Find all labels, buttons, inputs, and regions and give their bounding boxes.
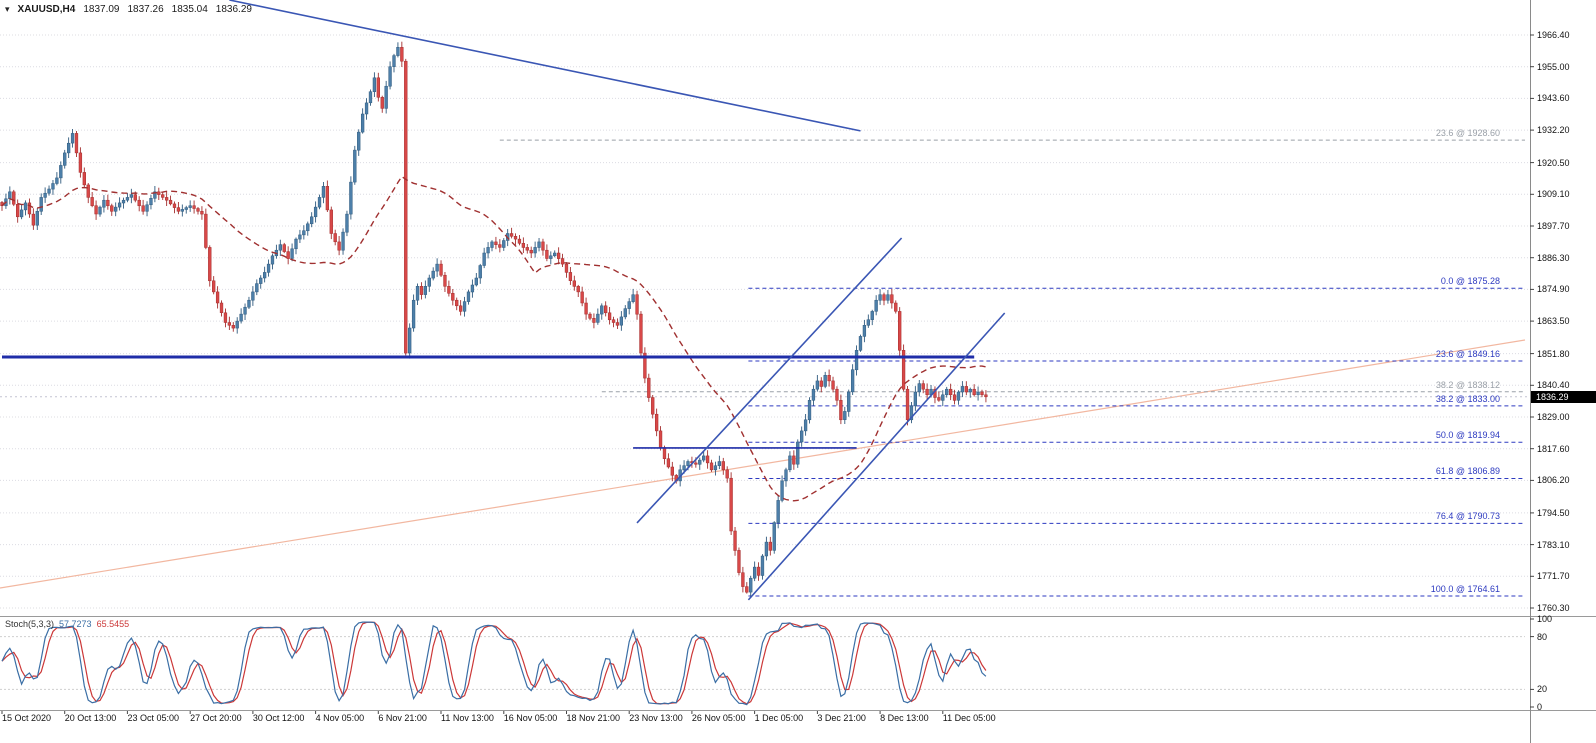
fib-level-label: 38.2 @ 1833.00: [1435, 393, 1500, 404]
time-tick-label: 16 Nov 05:00: [503, 713, 558, 723]
time-tick-label: 11 Nov 13:00: [441, 713, 494, 723]
time-tick-label: 11 Dec 05:00: [942, 713, 996, 723]
price-tick-label: 1886.30: [1537, 252, 1570, 263]
price-tick-label: 1840.40: [1537, 380, 1570, 391]
symbol-timeframe-label: XAUUSD,H4: [17, 4, 76, 15]
time-tick-label: 27 Oct 20:00: [190, 713, 242, 723]
stoch-axis-label: 20: [1537, 684, 1548, 695]
time-tick-label: 8 Dec 13:00: [880, 713, 929, 723]
price-tick-label: 1874.90: [1537, 284, 1570, 295]
price-tick-label: 1932.20: [1537, 125, 1570, 136]
price-tick-label: 1783.10: [1537, 539, 1570, 550]
price-tick-label: 1851.80: [1537, 348, 1570, 359]
price-tick-label: 1909.10: [1537, 189, 1570, 200]
price-tick-label: 1817.60: [1537, 443, 1570, 454]
fib-level-label: 100.0 @ 1764.61: [1430, 584, 1500, 594]
time-tick-label: 23 Nov 13:00: [629, 713, 683, 723]
ohlc-close: 1836.29: [215, 4, 252, 15]
time-tick-label: 20 Oct 13:00: [64, 713, 117, 723]
time-axis[interactable]: [0, 710, 1596, 743]
stoch-axis-label: 100: [1537, 614, 1553, 624]
ohlc-open: 1837.09: [83, 4, 120, 15]
time-tick-label: 4 Nov 05:00: [315, 713, 365, 723]
fib-level-label: 50.0 @ 1819.94: [1435, 430, 1500, 441]
price-tick-label: 1920.50: [1537, 157, 1570, 168]
price-tick-label: 1943.60: [1537, 93, 1570, 104]
current-price-badge: 1836.29: [1531, 390, 1596, 403]
price-tick-label: 1829.00: [1537, 412, 1570, 422]
fib-level-label: 61.8 @ 1806.89: [1435, 466, 1500, 477]
price-tick-label: 1794.50: [1537, 507, 1570, 518]
fib-level-label: 0.0 @ 1875.28: [1440, 276, 1500, 287]
time-tick-label: 15 Oct 2020: [2, 713, 52, 723]
ohlc-low: 1835.04: [171, 4, 208, 15]
time-tick-label: 30 Oct 12:00: [252, 713, 305, 723]
price-axis[interactable]: [1530, 0, 1596, 710]
indicator-signal-value: 65.5455: [96, 619, 130, 629]
price-tick-label: 1806.20: [1537, 475, 1570, 486]
fib-secondary-level-label: 38.2 @ 1838.12: [1435, 379, 1500, 390]
price-tick-label: 1966.40: [1537, 30, 1570, 41]
indicator-label: Stoch(5,3,3) 57.7273 65.5455: [5, 619, 129, 629]
fib-level-label: 23.6 @ 1849.16: [1435, 348, 1500, 359]
indicator-name: Stoch(5,3,3): [5, 619, 55, 629]
time-tick-label: 6 Nov 21:00: [378, 713, 427, 723]
fib-secondary-level-label: 23.6 @ 1928.60: [1435, 128, 1500, 139]
price-tick-label: 1897.70: [1537, 221, 1570, 232]
stoch-axis-label: 0: [1537, 702, 1543, 712]
indicator-main-value: 57.7273: [59, 619, 92, 629]
stoch-axis-label: 80: [1537, 631, 1548, 642]
time-tick-label: 1 Dec 05:00: [754, 713, 804, 723]
time-tick-label: 26 Nov 05:00: [691, 713, 746, 723]
price-tick-label: 1771.70: [1537, 571, 1570, 582]
price-tick-label: 1760.30: [1537, 602, 1570, 613]
time-tick-label: 3 Dec 21:00: [817, 713, 866, 723]
time-tick-label: 23 Oct 05:00: [127, 713, 179, 723]
chart-header: ▾ XAUUSD,H4 1837.09 1837.26 1835.04 1836…: [5, 4, 252, 15]
symbol-dropdown-icon[interactable]: ▾: [5, 4, 10, 14]
fib-level-label: 76.4 @ 1790.73: [1435, 511, 1500, 522]
ohlc-high: 1837.26: [127, 4, 164, 15]
price-tick-label: 1955.00: [1537, 61, 1570, 72]
time-tick-label: 18 Nov 21:00: [566, 713, 621, 723]
price-tick-label: 1863.50: [1537, 316, 1570, 327]
